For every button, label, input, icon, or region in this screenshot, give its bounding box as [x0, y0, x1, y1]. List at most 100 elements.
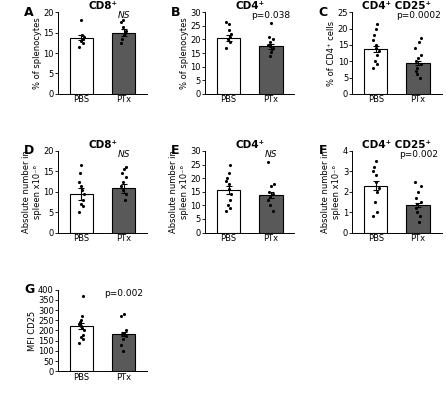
Point [75, 209, 83, 215]
Point [118, 341, 125, 348]
Point [267, 183, 274, 190]
Point [121, 197, 128, 203]
Bar [406, 205, 430, 233]
Point [78, 325, 85, 332]
Y-axis label: Absolute number in
spleen x10⁻⁶: Absolute number in spleen x10⁻⁶ [169, 150, 189, 233]
Point [228, 191, 235, 198]
Point [270, 191, 277, 198]
Bar [259, 195, 283, 233]
Point [120, 348, 127, 354]
Point [75, 44, 83, 50]
Point [225, 21, 232, 28]
Point [81, 191, 88, 197]
Point [414, 71, 421, 78]
Point [79, 331, 86, 338]
Bar [406, 63, 430, 94]
Point [121, 311, 128, 317]
Point [225, 36, 232, 43]
Point [412, 68, 419, 74]
Point [414, 209, 421, 215]
Point [413, 58, 420, 64]
Point [119, 330, 126, 337]
Point [119, 35, 126, 42]
Point [225, 202, 232, 208]
Text: A: A [24, 6, 34, 19]
Point [226, 33, 233, 40]
Point [223, 18, 230, 25]
Text: G: G [24, 283, 34, 296]
Text: C: C [318, 6, 327, 19]
Point [267, 20, 274, 27]
Point [374, 209, 381, 215]
Point [412, 205, 419, 211]
Point [79, 203, 87, 209]
Point [375, 184, 382, 191]
Point [265, 42, 272, 48]
Point [78, 38, 85, 44]
Point [270, 36, 277, 43]
Point [75, 178, 83, 185]
Point [79, 197, 86, 203]
Point [372, 42, 379, 48]
Point [227, 205, 234, 211]
Point [79, 335, 87, 342]
Point [118, 40, 125, 46]
Point [223, 208, 230, 214]
Point [374, 61, 381, 68]
Point [123, 164, 130, 171]
Point [267, 43, 274, 49]
Point [266, 53, 273, 59]
Point [414, 188, 421, 195]
Bar [112, 188, 136, 233]
Bar [70, 194, 93, 233]
Point [120, 23, 127, 30]
Point [268, 46, 276, 52]
Title: CD4⁺ CD25⁺: CD4⁺ CD25⁺ [363, 140, 431, 150]
Bar [70, 326, 93, 371]
Point [81, 327, 88, 334]
Point [78, 323, 85, 330]
Point [76, 170, 83, 177]
Title: CD4⁺: CD4⁺ [235, 2, 264, 11]
Point [414, 55, 421, 61]
Y-axis label: Absolute number in
spleen x10⁻⁶: Absolute number in spleen x10⁻⁶ [22, 150, 42, 233]
Bar [364, 49, 388, 94]
Point [78, 317, 85, 324]
Point [225, 169, 232, 176]
Point [117, 313, 124, 319]
Y-axis label: Absolute number in
spleen x10⁻⁶: Absolute number in spleen x10⁻⁶ [321, 150, 341, 233]
Point [78, 31, 85, 38]
Point [417, 213, 424, 220]
Point [76, 319, 83, 326]
Point [270, 180, 277, 187]
Point [120, 329, 127, 336]
Point [373, 188, 380, 195]
Point [269, 208, 277, 214]
Point [372, 158, 379, 164]
Text: p=0.002: p=0.002 [399, 150, 438, 159]
Point [123, 174, 130, 181]
Point [81, 33, 88, 40]
Point [78, 333, 85, 340]
Point [118, 182, 125, 189]
Y-axis label: MFI CD25: MFI CD25 [28, 310, 37, 350]
Point [228, 31, 235, 37]
Point [265, 197, 272, 203]
Point [78, 162, 85, 169]
Point [372, 199, 379, 205]
Point [118, 19, 125, 26]
Text: p=0.038: p=0.038 [252, 11, 290, 20]
Bar [70, 38, 93, 94]
Point [413, 195, 420, 201]
Point [372, 25, 379, 32]
Point [417, 51, 424, 58]
Point [372, 172, 379, 179]
Bar [112, 33, 136, 94]
Point [79, 293, 87, 299]
Point [120, 166, 127, 173]
Text: p=0.0002: p=0.0002 [396, 11, 441, 20]
Point [372, 178, 380, 185]
Point [375, 48, 382, 55]
Point [371, 32, 378, 38]
Point [412, 45, 419, 51]
